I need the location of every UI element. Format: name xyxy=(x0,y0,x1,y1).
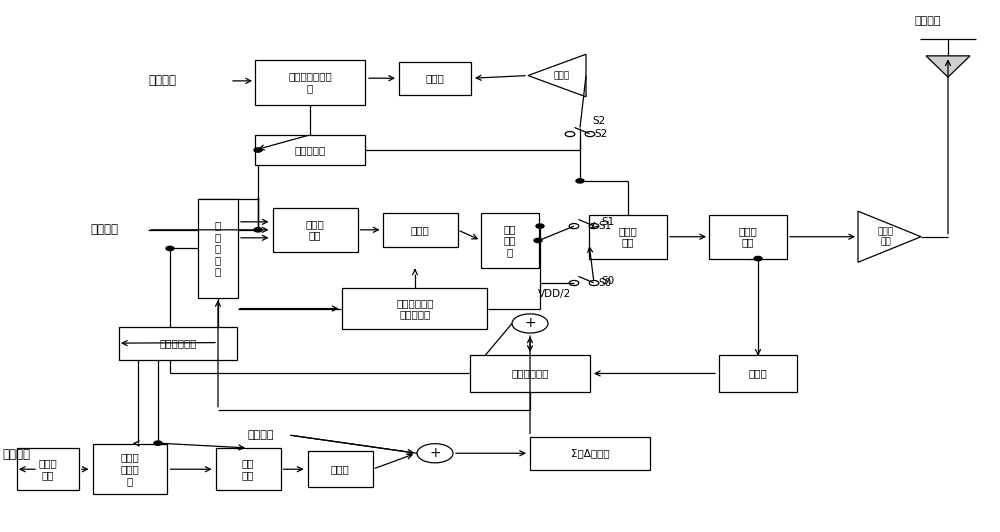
Circle shape xyxy=(166,246,174,251)
Text: 查找表: 查找表 xyxy=(331,464,349,474)
Text: +: + xyxy=(524,317,536,330)
Text: Σ－Δ调制器: Σ－Δ调制器 xyxy=(571,448,609,458)
FancyBboxPatch shape xyxy=(255,60,365,105)
FancyBboxPatch shape xyxy=(399,62,471,95)
FancyBboxPatch shape xyxy=(342,288,487,329)
Circle shape xyxy=(536,224,544,228)
Text: 高斯滤
波器: 高斯滤 波器 xyxy=(39,459,57,480)
FancyBboxPatch shape xyxy=(17,448,79,490)
FancyBboxPatch shape xyxy=(216,448,280,490)
Text: 前置二
分频: 前置二 分频 xyxy=(739,226,757,247)
FancyBboxPatch shape xyxy=(709,215,787,259)
Text: 先进先
出存储
器: 先进先 出存储 器 xyxy=(121,453,139,486)
FancyBboxPatch shape xyxy=(382,212,458,247)
Text: 校准数据: 校准数据 xyxy=(148,74,176,87)
Text: 比较器: 比较器 xyxy=(426,73,444,83)
Circle shape xyxy=(754,256,762,261)
Text: 压控振
荡器: 压控振 荡器 xyxy=(619,226,637,247)
FancyBboxPatch shape xyxy=(198,200,238,298)
Text: 环路
滤波
器: 环路 滤波 器 xyxy=(504,224,516,257)
FancyBboxPatch shape xyxy=(255,135,365,165)
Text: 低通滤波器: 低通滤波器 xyxy=(294,145,326,155)
Circle shape xyxy=(254,148,262,152)
Text: 电荷泵: 电荷泵 xyxy=(411,225,429,235)
Text: S0: S0 xyxy=(601,276,614,286)
Text: S1: S1 xyxy=(598,221,611,231)
Text: S1: S1 xyxy=(601,218,614,227)
Polygon shape xyxy=(926,56,970,77)
Text: 可编程分频器: 可编程分频器 xyxy=(511,369,549,378)
Circle shape xyxy=(254,228,262,232)
Text: 发射信道: 发射信道 xyxy=(248,430,274,440)
Text: 参考时钟: 参考时钟 xyxy=(90,223,118,236)
Text: 增益自校准控制
器: 增益自校准控制 器 xyxy=(288,72,332,93)
FancyBboxPatch shape xyxy=(308,451,372,487)
Text: S2: S2 xyxy=(594,129,607,139)
Text: 延迟
单元: 延迟 单元 xyxy=(242,459,254,480)
Text: 数字模拟自动
频率控制器: 数字模拟自动 频率控制器 xyxy=(396,298,434,319)
FancyBboxPatch shape xyxy=(470,355,590,392)
Text: S0: S0 xyxy=(598,278,611,288)
FancyBboxPatch shape xyxy=(272,208,358,252)
FancyBboxPatch shape xyxy=(119,327,237,360)
FancyBboxPatch shape xyxy=(92,444,167,495)
Circle shape xyxy=(576,179,584,183)
Text: +: + xyxy=(429,446,441,460)
Text: S2: S2 xyxy=(592,117,605,126)
FancyBboxPatch shape xyxy=(481,212,539,268)
Circle shape xyxy=(154,441,162,445)
Text: 发射天线: 发射天线 xyxy=(915,16,941,26)
FancyBboxPatch shape xyxy=(719,355,797,392)
FancyBboxPatch shape xyxy=(530,437,650,470)
Text: VDD/2: VDD/2 xyxy=(538,289,571,298)
Circle shape xyxy=(534,238,542,243)
Text: 放大器: 放大器 xyxy=(554,71,570,80)
Text: 延迟校准单元: 延迟校准单元 xyxy=(159,338,197,348)
Text: 路
频
综
合
器: 路 频 综 合 器 xyxy=(215,220,221,277)
Text: 缓冲器: 缓冲器 xyxy=(749,369,767,378)
Text: 功率放
大器: 功率放 大器 xyxy=(878,227,894,246)
Text: 鉴频鉴
相器: 鉴频鉴 相器 xyxy=(306,219,324,240)
Text: 发射数据: 发射数据 xyxy=(2,448,30,461)
FancyBboxPatch shape xyxy=(589,215,667,259)
